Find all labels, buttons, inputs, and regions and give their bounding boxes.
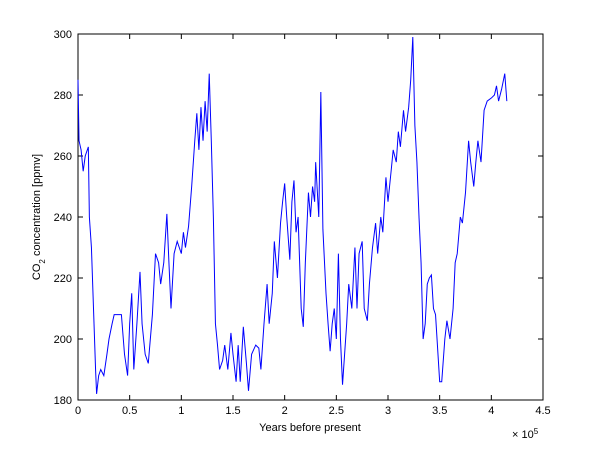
- x-tick-label: 4: [488, 405, 494, 417]
- x-exponent-base: × 10: [512, 429, 534, 441]
- y-tick-label: 260: [54, 151, 72, 163]
- y-axis-label: CO2 concentration [ppmv]: [31, 154, 47, 280]
- x-tick-label: 4.5: [535, 405, 550, 417]
- y-tick-label: 240: [54, 212, 72, 224]
- y-tick-label: 180: [54, 395, 72, 407]
- x-tick-label: 0.5: [122, 405, 137, 417]
- x-tick-label: 1.5: [225, 405, 240, 417]
- y-label-subscript: 2: [38, 259, 47, 264]
- x-axis-label: Years before present: [259, 422, 361, 434]
- y-tick-label: 280: [54, 90, 72, 102]
- y-tick-label: 220: [54, 273, 72, 285]
- x-tick-label: 3: [385, 405, 391, 417]
- data-line: [77, 37, 508, 394]
- y-tick-label: 200: [54, 334, 72, 346]
- x-tick-label: 1: [178, 405, 184, 417]
- x-tick-label: 0: [75, 405, 81, 417]
- x-tick-label: 3.5: [432, 405, 447, 417]
- x-tick-label: 2.5: [329, 405, 344, 417]
- x-tick-label: 2: [282, 405, 288, 417]
- y-label-part: CO: [31, 263, 43, 280]
- x-exponent-power: 5: [534, 427, 539, 436]
- y-label-part: concentration [ppmv]: [31, 154, 43, 259]
- y-tick-label: 300: [54, 29, 72, 41]
- x-exponent: × 105: [512, 427, 539, 442]
